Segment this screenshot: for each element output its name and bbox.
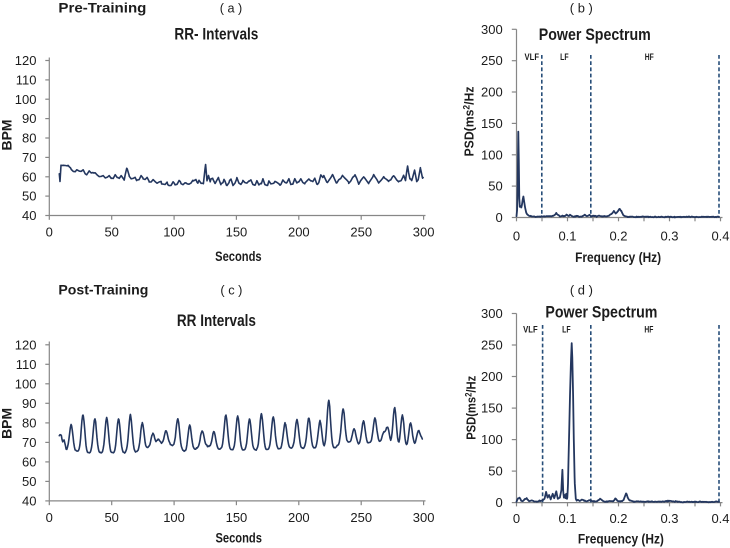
svg-text:90: 90 <box>22 396 36 411</box>
svg-text:40: 40 <box>22 493 36 508</box>
svg-text:110: 110 <box>16 357 37 372</box>
svg-text:0.1: 0.1 <box>558 229 576 244</box>
svg-text:Seconds: Seconds <box>215 248 262 264</box>
svg-text:0: 0 <box>495 210 502 225</box>
svg-text:RR- Intervals: RR- Intervals <box>174 25 258 44</box>
svg-text:( c ): ( c ) <box>220 283 242 298</box>
svg-text:300: 300 <box>413 510 435 525</box>
svg-text:200: 200 <box>481 369 503 384</box>
svg-text:300: 300 <box>413 225 435 240</box>
svg-text:0.3: 0.3 <box>660 511 678 526</box>
svg-text:LF: LF <box>560 52 569 63</box>
svg-text:0.1: 0.1 <box>558 511 576 526</box>
svg-text:100: 100 <box>481 432 503 447</box>
svg-text:Frequency (Hz): Frequency (Hz) <box>575 249 661 265</box>
svg-text:100: 100 <box>15 376 37 391</box>
svg-text:LF: LF <box>562 325 571 336</box>
svg-text:100: 100 <box>163 510 185 525</box>
svg-text:120: 120 <box>15 53 37 68</box>
svg-text:120: 120 <box>15 337 37 352</box>
svg-text:0.3: 0.3 <box>660 229 678 244</box>
svg-text:250: 250 <box>350 225 372 240</box>
svg-text:100: 100 <box>481 147 503 162</box>
svg-text:0: 0 <box>513 511 520 526</box>
svg-text:50: 50 <box>22 474 36 489</box>
svg-text:60: 60 <box>22 454 36 469</box>
svg-text:80: 80 <box>22 415 36 430</box>
svg-text:200: 200 <box>288 225 310 240</box>
svg-text:110: 110 <box>16 72 37 87</box>
svg-text:300: 300 <box>481 306 503 321</box>
svg-text:Frequency (Hz): Frequency (Hz) <box>578 531 664 547</box>
svg-text:60: 60 <box>22 169 36 184</box>
svg-text:Seconds: Seconds <box>215 530 262 546</box>
svg-text:( b ): ( b ) <box>570 1 593 16</box>
svg-text:0.4: 0.4 <box>711 511 729 526</box>
svg-text:100: 100 <box>163 225 185 240</box>
svg-text:Post-Training: Post-Training <box>58 282 148 298</box>
svg-text:BPM: BPM <box>0 120 15 151</box>
svg-text:90: 90 <box>22 111 36 126</box>
svg-text:Power Spectrum: Power Spectrum <box>539 25 651 44</box>
svg-text:250: 250 <box>481 53 503 68</box>
svg-text:PSD(ms2/Hz: PSD(ms2/Hz <box>462 86 477 156</box>
svg-text:80: 80 <box>22 131 36 146</box>
svg-text:VLF: VLF <box>525 52 540 63</box>
svg-text:0: 0 <box>495 495 502 510</box>
svg-text:VLF: VLF <box>523 325 538 336</box>
svg-text:PSD(ms2/Hz: PSD(ms2/Hz <box>464 375 479 439</box>
svg-text:( d ): ( d ) <box>570 283 593 298</box>
svg-text:150: 150 <box>481 116 503 131</box>
svg-text:0: 0 <box>46 510 53 525</box>
svg-text:0.2: 0.2 <box>609 229 627 244</box>
svg-text:150: 150 <box>481 401 503 416</box>
svg-text:40: 40 <box>22 208 36 223</box>
svg-text:( a ): ( a ) <box>220 1 243 16</box>
svg-text:50: 50 <box>22 189 36 204</box>
svg-text:100: 100 <box>15 92 37 107</box>
svg-text:50: 50 <box>104 510 118 525</box>
svg-text:70: 70 <box>22 435 36 450</box>
svg-text:70: 70 <box>22 150 36 165</box>
svg-text:150: 150 <box>226 510 248 525</box>
svg-text:0: 0 <box>46 225 53 240</box>
svg-text:50: 50 <box>104 225 118 240</box>
svg-text:150: 150 <box>226 225 248 240</box>
svg-text:HF: HF <box>645 52 654 63</box>
svg-text:200: 200 <box>481 85 503 100</box>
svg-text:250: 250 <box>350 510 372 525</box>
svg-text:HF: HF <box>644 325 653 336</box>
svg-text:50: 50 <box>488 464 502 479</box>
svg-text:0.4: 0.4 <box>711 229 729 244</box>
svg-text:300: 300 <box>481 22 503 37</box>
svg-text:Power Spectrum: Power Spectrum <box>545 303 657 322</box>
svg-text:RR Intervals: RR Intervals <box>177 311 256 330</box>
svg-text:Pre-Training: Pre-Training <box>58 0 146 16</box>
svg-text:0.2: 0.2 <box>609 511 627 526</box>
svg-text:BPM: BPM <box>0 408 15 439</box>
svg-text:250: 250 <box>481 338 503 353</box>
svg-text:200: 200 <box>288 510 310 525</box>
svg-text:50: 50 <box>488 179 502 194</box>
svg-text:0: 0 <box>513 229 520 244</box>
